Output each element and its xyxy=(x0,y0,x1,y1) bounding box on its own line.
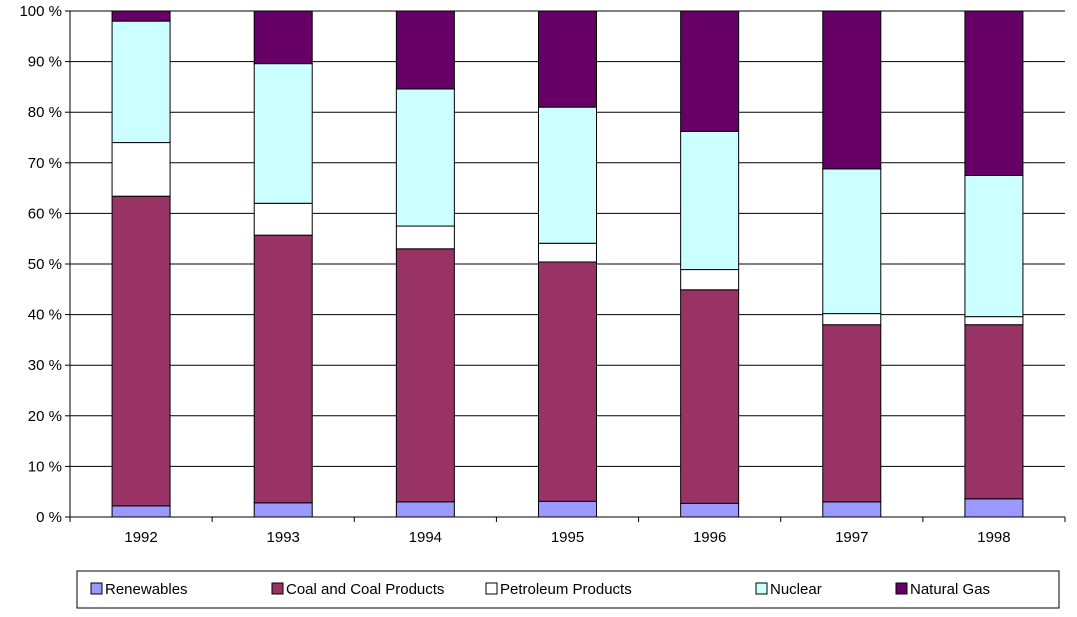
legend-swatch xyxy=(755,582,768,595)
bar-segment-natural-gas xyxy=(395,10,455,90)
bar-segment-petroleum-products xyxy=(822,313,882,326)
bar-segment-coal-and-coal-products xyxy=(253,234,313,504)
bar-segment-renewables xyxy=(111,505,171,518)
x-tick-label: 1998 xyxy=(977,529,1010,546)
y-tick-label: 60 % xyxy=(28,205,62,222)
legend-label: Renewables xyxy=(105,581,188,598)
legend-label: Coal and Coal Products xyxy=(286,581,444,598)
bar-segment-nuclear xyxy=(538,106,597,244)
y-tick-label: 90 % xyxy=(28,54,62,71)
legend-item: Petroleum Products xyxy=(485,581,632,598)
bar-segment-nuclear xyxy=(680,130,740,271)
bar-segment-renewables xyxy=(964,498,1024,518)
x-tick-label: 1992 xyxy=(124,529,157,546)
legend-swatch xyxy=(271,582,284,595)
bar-segment-coal-and-coal-products xyxy=(964,324,1024,500)
bar-segment-petroleum-products xyxy=(680,269,740,291)
bar-segment-renewables xyxy=(538,500,597,518)
x-tick-label: 1997 xyxy=(835,529,868,546)
bar-segment-nuclear xyxy=(253,63,313,204)
legend-swatch xyxy=(485,582,498,595)
bar-segment-petroleum-products xyxy=(538,242,597,263)
bar-segment-natural-gas xyxy=(680,10,740,132)
bars xyxy=(111,10,1024,518)
bar-segment-coal-and-coal-products xyxy=(395,248,455,503)
bar-segment-natural-gas xyxy=(964,10,1024,176)
axes: 0 % 10 % 20 % 30 % 40 % 50 % 60 % 70 % 80 % 90 % 1… xyxy=(19,3,1066,546)
bar-segment-natural-gas xyxy=(253,10,313,65)
bar-segment-nuclear xyxy=(964,174,1024,318)
y-tick-label: 20 % xyxy=(28,408,62,425)
bar-segment-natural-gas xyxy=(538,10,597,108)
bar-segment-coal-and-coal-products xyxy=(822,324,882,503)
x-tick-label: 1995 xyxy=(551,529,584,546)
bar-segment-renewables xyxy=(822,501,882,518)
bar-segment-coal-and-coal-products xyxy=(680,289,740,504)
bar-segment-petroleum-products xyxy=(253,202,313,236)
bar-segment-nuclear xyxy=(111,20,171,144)
bar-segment-renewables xyxy=(253,502,313,518)
legend-box xyxy=(76,570,1060,609)
y-tick-label: 30 % xyxy=(28,357,62,374)
y-tick-label: 10 % xyxy=(28,458,62,475)
y-tick-label: 80 % xyxy=(28,104,62,121)
legend-item: Coal and Coal Products xyxy=(271,581,444,598)
bar-segment-petroleum-products xyxy=(964,316,1024,326)
legend-label: Nuclear xyxy=(770,581,822,598)
x-tick-label: 1994 xyxy=(409,529,442,546)
bar-segment-natural-gas xyxy=(111,10,171,22)
legend-item: Renewables xyxy=(90,581,188,598)
y-tick-label: 40 % xyxy=(28,307,62,324)
legend: Renewables Coal and Coal Products Petroleu… xyxy=(76,570,1060,609)
legend-item: Natural Gas xyxy=(895,581,990,598)
bar-segment-renewables xyxy=(395,501,455,518)
y-tick-label: 50 % xyxy=(28,256,62,273)
x-tick-label: 1993 xyxy=(267,529,300,546)
bar-segment-renewables xyxy=(680,502,740,518)
bar-segment-petroleum-products xyxy=(395,225,455,250)
bar-segment-coal-and-coal-products xyxy=(111,195,171,507)
legend-item: Nuclear xyxy=(755,581,822,598)
x-tick-label: 1996 xyxy=(693,529,726,546)
y-tick-label: 100 % xyxy=(19,3,62,20)
legend-label: Natural Gas xyxy=(910,581,990,598)
y-tick-label: 0 % xyxy=(36,509,62,526)
bar-segment-petroleum-products xyxy=(111,142,171,197)
bar-segment-coal-and-coal-products xyxy=(538,261,597,502)
legend-swatch xyxy=(90,582,103,595)
legend-swatch xyxy=(895,582,908,595)
legend-label: Petroleum Products xyxy=(500,581,632,598)
bar-segment-natural-gas xyxy=(822,10,882,170)
y-tick-label: 70 % xyxy=(28,155,62,172)
bar-segment-nuclear xyxy=(395,88,455,227)
bar-segment-nuclear xyxy=(822,168,882,315)
